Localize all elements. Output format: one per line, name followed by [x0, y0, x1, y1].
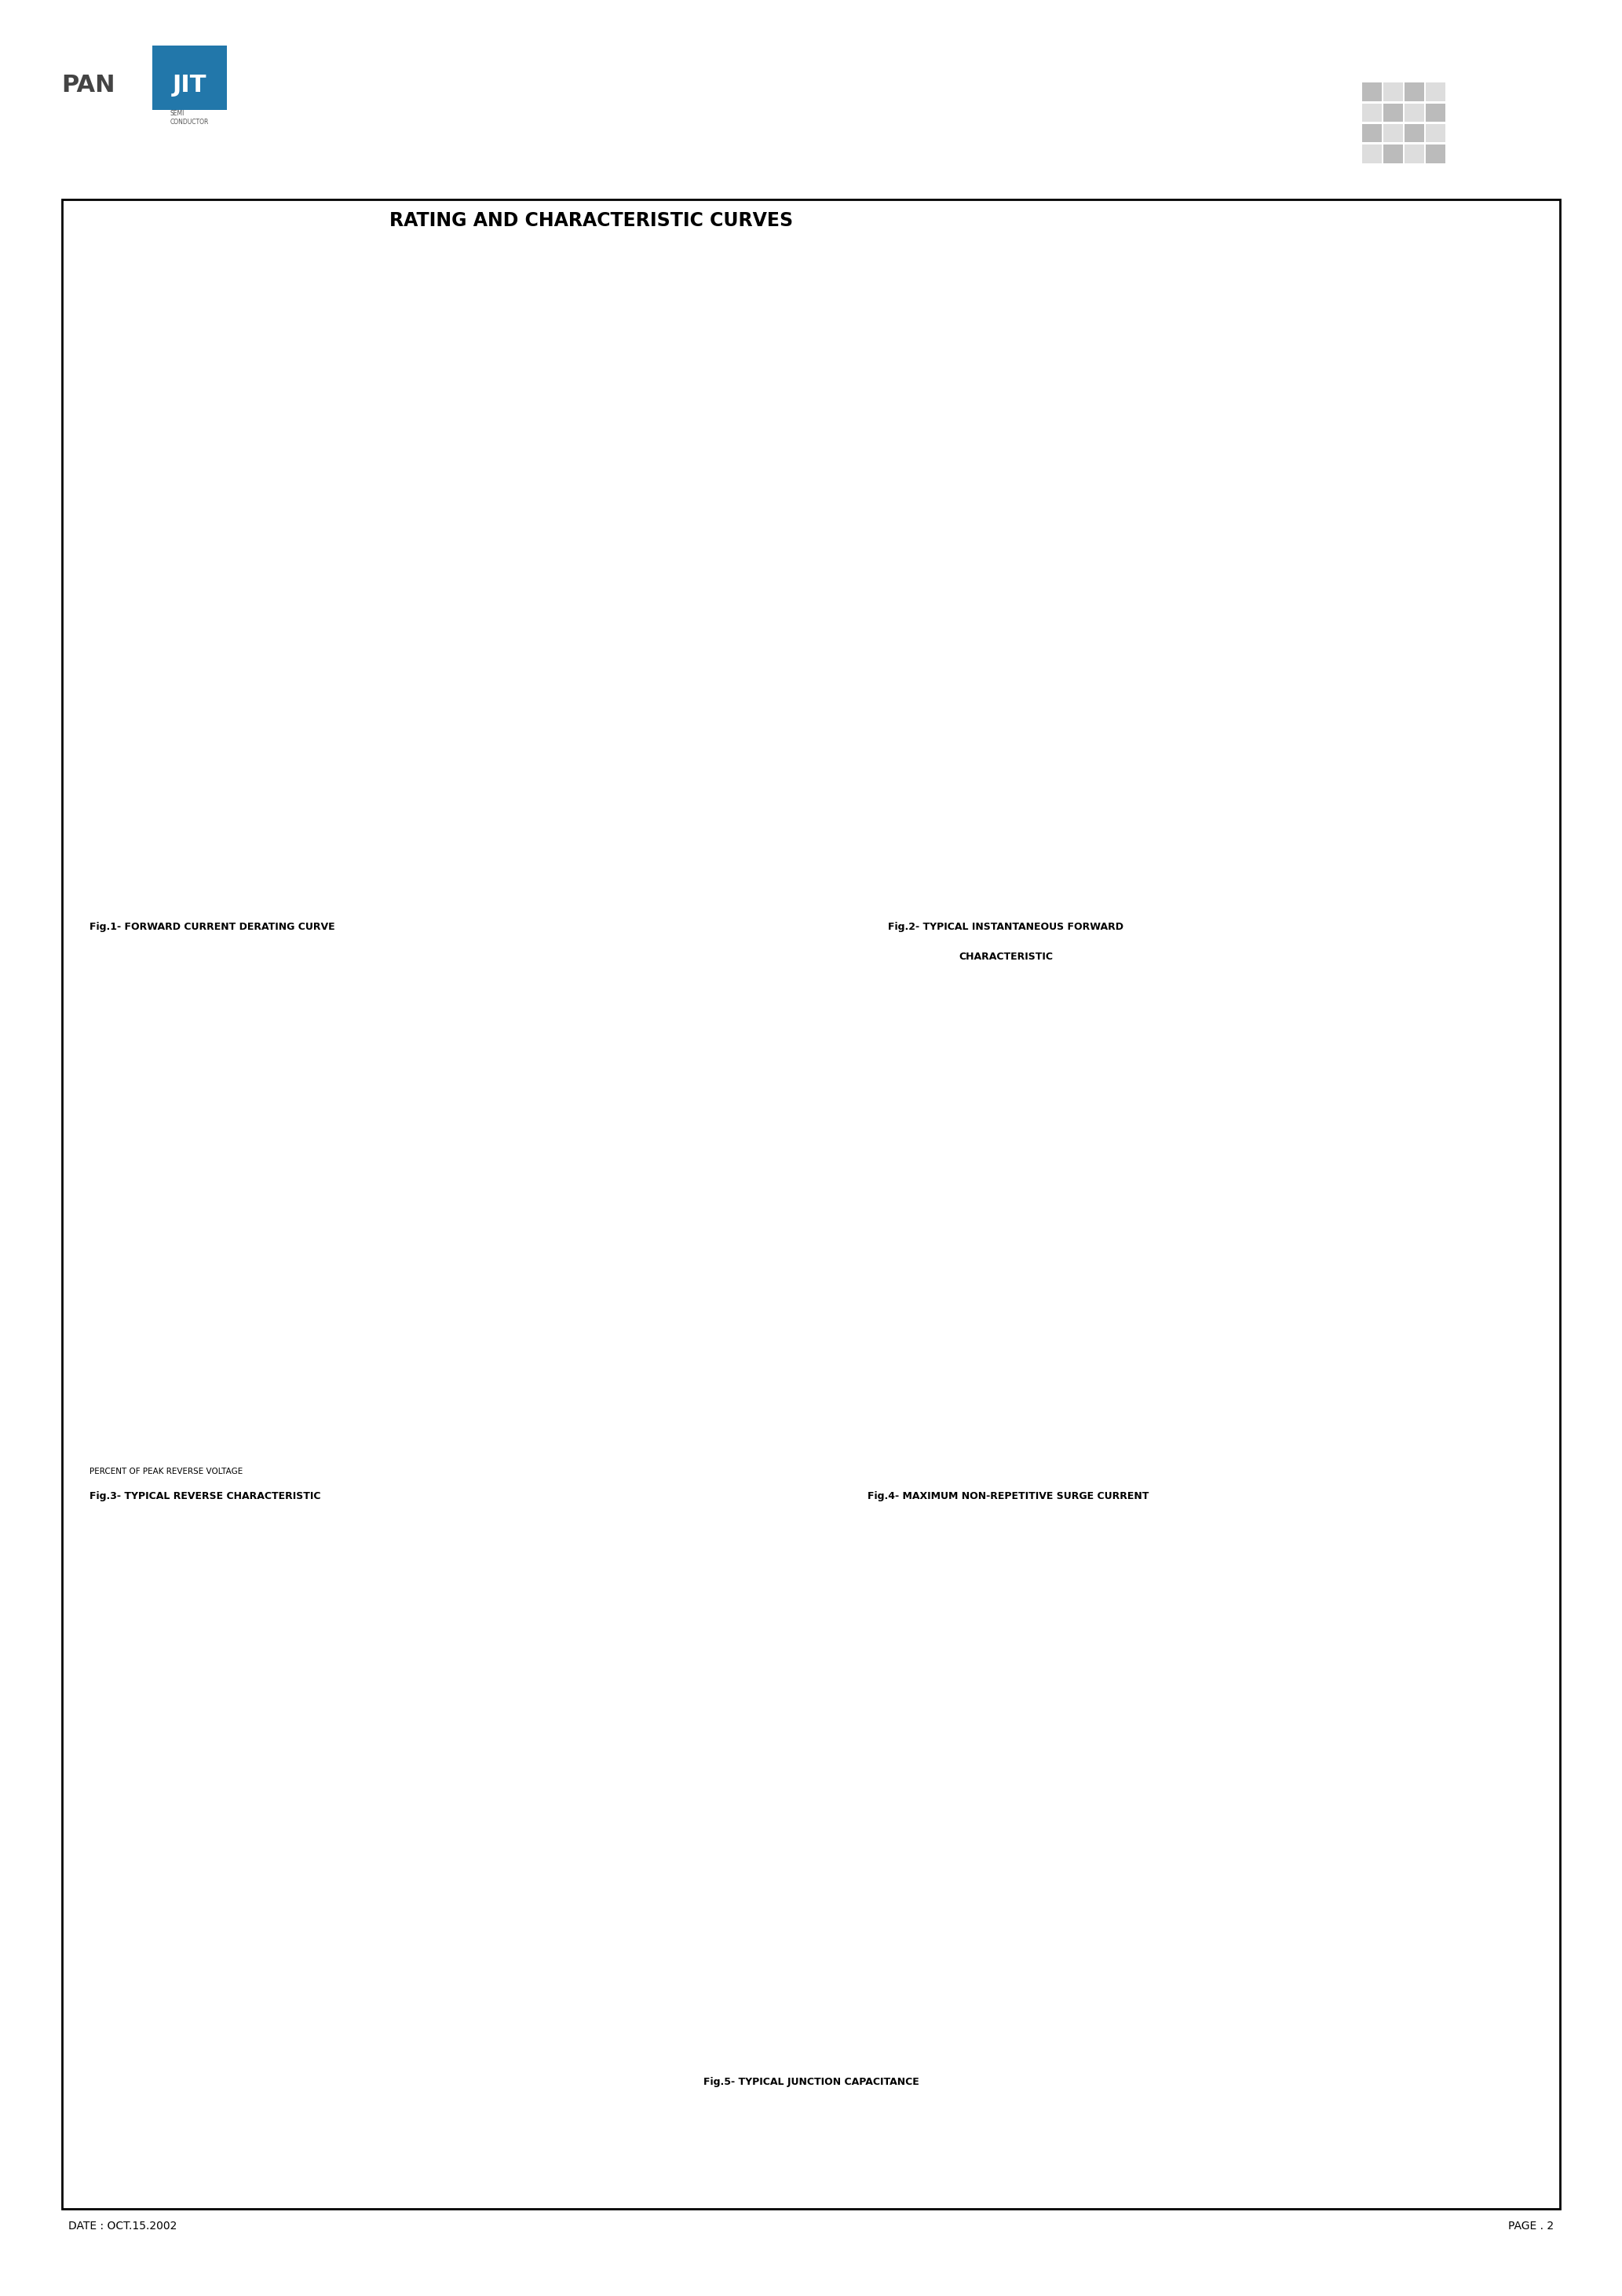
Text: Fig.3- TYPICAL REVERSE CHARACTERISTIC: Fig.3- TYPICAL REVERSE CHARACTERISTIC — [89, 1492, 321, 1502]
Bar — [1384, 124, 1403, 142]
Text: T$_C$ = 100°C: T$_C$ = 100°C — [475, 985, 522, 996]
Bar — [1362, 83, 1382, 101]
Bar — [1405, 145, 1424, 163]
Text: T$_C$ = 75°C: T$_C$ = 75°C — [483, 1114, 527, 1123]
Text: PAGE . 2: PAGE . 2 — [1508, 2220, 1554, 2232]
Bar — [1426, 83, 1445, 101]
Bar — [1362, 145, 1382, 163]
Text: T$_J$ = 25°C: T$_J$ = 25°C — [908, 1609, 952, 1623]
Text: Fig.1- FORWARD CURRENT DERATING CURVE: Fig.1- FORWARD CURRENT DERATING CURVE — [89, 923, 334, 932]
Text: 20,30,40V: 20,30,40V — [1134, 340, 1173, 347]
Text: Fig.2- TYPICAL INSTANTANEOUS FORWARD: Fig.2- TYPICAL INSTANTANEOUS FORWARD — [887, 923, 1124, 932]
Y-axis label: INSTANTANEOUS REVERSE CURRENT, MILAMPERES: INSTANTANEOUS REVERSE CURRENT, MILAMPERE… — [149, 1084, 156, 1293]
Text: T$_J$ = 25°C
Pulse Width = 300μs
1% Duty Cycle: T$_J$ = 25°C Pulse Width = 300μs 1% Duty… — [1254, 827, 1333, 856]
Bar — [1384, 83, 1403, 101]
Bar — [1384, 103, 1403, 122]
Text: Fig.5- TYPICAL JUNCTION CAPACITANCE: Fig.5- TYPICAL JUNCTION CAPACITANCE — [704, 2078, 918, 2087]
X-axis label: REVERSE VOLTAGE, VOLTS: REVERSE VOLTAGE, VOLTS — [754, 2053, 868, 2060]
Bar — [1405, 83, 1424, 101]
Bar — [1426, 103, 1445, 122]
Text: PAN: PAN — [62, 73, 115, 96]
Y-axis label: PEAK FORWARD SURGE CURRENT,: PEAK FORWARD SURGE CURRENT, — [921, 1114, 929, 1263]
Bar — [1426, 145, 1445, 163]
Y-axis label: CAPACITANCE, pF: CAPACITANCE, pF — [467, 1763, 474, 1841]
Bar — [1362, 103, 1382, 122]
X-axis label: PERCENT OF PEAK REVERSE VOLTAGE: PERCENT OF PEAK REVERSE VOLTAGE — [393, 1453, 556, 1463]
Bar — [1362, 124, 1382, 142]
Text: SEMI
CONDUCTOR: SEMI CONDUCTOR — [170, 110, 209, 126]
Bar — [1405, 124, 1424, 142]
Bar — [1426, 124, 1445, 142]
Bar — [152, 46, 227, 110]
Text: CHARACTERISTIC: CHARACTERISTIC — [959, 953, 1053, 962]
Text: 80,100V: 80,100V — [1364, 406, 1397, 416]
X-axis label: INSTANTANEOUS FORWARD VOLTAGE, VOLTS: INSTANTANEOUS FORWARD VOLTAGE, VOLTS — [1147, 900, 1343, 907]
Bar — [1405, 103, 1424, 122]
Text: Fig.4- MAXIMUM NON-REPETITIVE SURGE CURRENT: Fig.4- MAXIMUM NON-REPETITIVE SURGE CURR… — [868, 1492, 1148, 1502]
Text: JIT: JIT — [172, 73, 208, 96]
Bar — [62, 200, 1560, 2209]
Y-axis label: INSTANTANEOUS FORWARD CURRENT
          AMPERES: INSTANTANEOUS FORWARD CURRENT AMPERES — [915, 517, 931, 684]
Y-axis label: AVERAGE FORWARD CURRENT: AVERAGE FORWARD CURRENT — [152, 498, 162, 650]
Text: 8.3ms Single
Half Since-Wave
JEDEC Method: 8.3ms Single Half Since-Wave JEDEC Metho… — [1131, 1031, 1197, 1058]
Text: DATE : OCT.15.2002: DATE : OCT.15.2002 — [68, 2220, 177, 2232]
X-axis label: CASE TEMPERATURE, °C: CASE TEMPERATURE, °C — [415, 861, 534, 870]
Text: PERCENT OF PEAK REVERSE VOLTAGE: PERCENT OF PEAK REVERSE VOLTAGE — [89, 1467, 243, 1476]
Bar — [1384, 145, 1403, 163]
Text: RATING AND CHARACTERISTIC CURVES: RATING AND CHARACTERISTIC CURVES — [389, 211, 793, 230]
Text: +T$_C$ = 25°C: +T$_C$ = 25°C — [483, 1272, 534, 1281]
X-axis label: NO. OF CYCLE AT 60HZ: NO. OF CYCLE AT 60HZ — [1195, 1456, 1294, 1463]
Text: 50,60V: 50,60V — [1220, 340, 1247, 347]
